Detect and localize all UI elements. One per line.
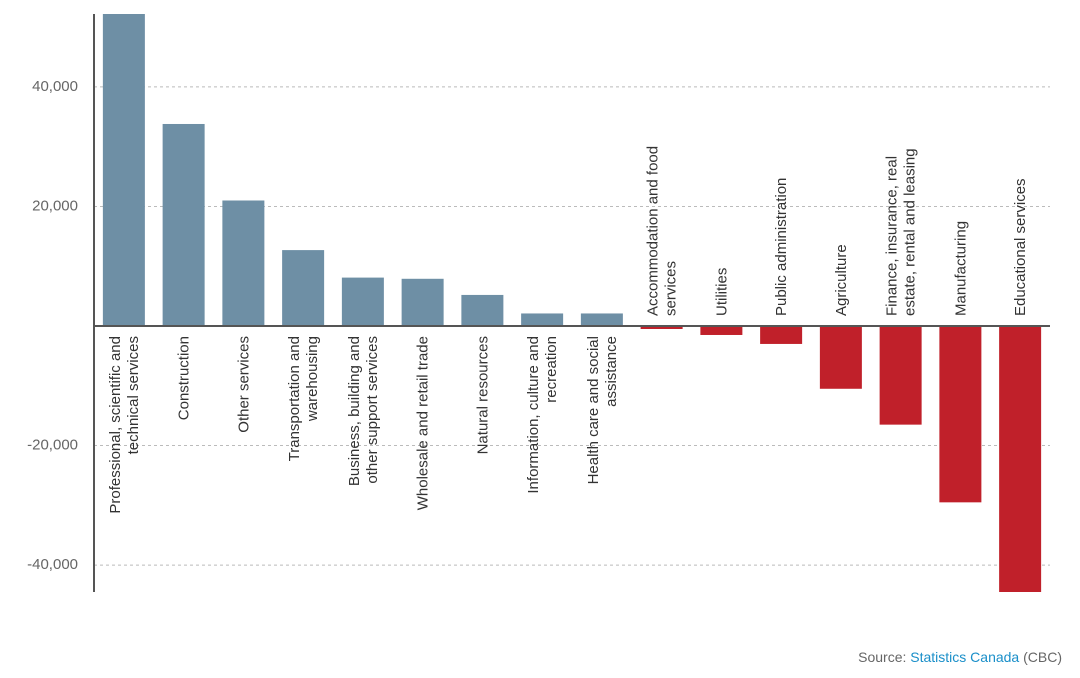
source-link[interactable]: Statistics Canada: [910, 649, 1020, 665]
x-tick-label: Health care and socialassistance: [585, 336, 620, 484]
x-tick-label: Transportation andwarehousing: [286, 336, 321, 461]
bar: [640, 326, 683, 330]
y-tick-label: -20,000: [27, 437, 78, 454]
y-tick-label: 20,000: [32, 197, 78, 214]
x-tick-label: Public administration: [773, 178, 790, 316]
source: Source: Statistics Canada (CBC): [858, 649, 1062, 665]
y-tick-label: 40,000: [32, 78, 78, 95]
chart: -40,000 -20,000 20,000 40,000 Professional, …: [27, 14, 1050, 592]
bar: [521, 313, 564, 327]
x-tick-label: Construction: [176, 336, 193, 420]
bar: [999, 326, 1042, 592]
x-tick-label: Utilities: [713, 268, 730, 316]
x-tick-label: Agriculture: [833, 244, 850, 316]
x-tick-label: Educational services: [1012, 178, 1029, 316]
x-tick-label: Manufacturing: [952, 221, 969, 316]
bar: [282, 250, 325, 327]
bar: [401, 278, 444, 327]
x-tick-label: Accommodation and foodservices: [645, 146, 680, 316]
source-suffix: (CBC): [1023, 649, 1062, 665]
y-tick-label: -40,000: [27, 556, 78, 573]
x-tick-label: Information, culture andrecreation: [525, 336, 560, 494]
bar: [700, 326, 743, 335]
x-tick-label: Natural resources: [474, 336, 491, 454]
bar: [341, 277, 384, 327]
bar: [102, 14, 145, 327]
bar: [879, 326, 922, 425]
bar: [580, 313, 623, 327]
x-tick-label: Business, building andother support serv…: [346, 336, 381, 486]
bar: [461, 294, 504, 327]
bar: [222, 200, 265, 327]
x-tick-label: Finance, insurance, realestate, rental a…: [884, 148, 919, 316]
source-label: Source:: [858, 649, 907, 665]
bar: [939, 326, 982, 503]
bar: [162, 123, 205, 327]
bar: [819, 326, 862, 389]
bar: [760, 326, 803, 344]
x-tick-label: Wholesale and retail trade: [415, 336, 432, 510]
x-tick-label: Other services: [235, 336, 252, 433]
x-tick-label: Professional, scientific andtechnical se…: [107, 336, 142, 514]
